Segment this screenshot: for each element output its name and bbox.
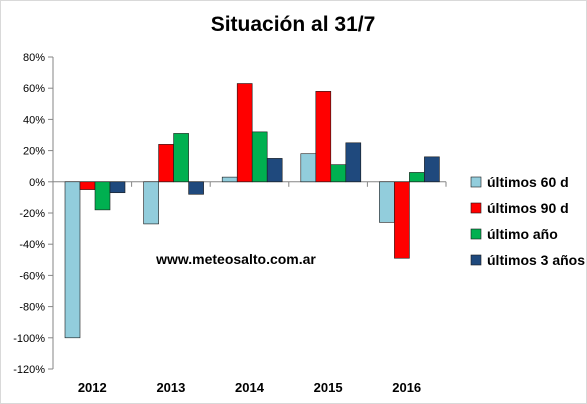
y-tick-label: -40% [19, 239, 45, 251]
bar [188, 181, 204, 195]
bar [158, 144, 174, 183]
bar [345, 142, 362, 183]
bar [330, 164, 347, 183]
y-axis-ticks: 80% 60% 40% 20% 0% -20% -40% -60% -80% -100% -120% [13, 52, 447, 376]
bar [109, 181, 126, 194]
x-axis-labels: 2012 2013 2014 2015 2016 [78, 380, 421, 395]
bar [251, 131, 268, 183]
y-tick-label: -120% [13, 364, 45, 376]
legend-swatch [470, 254, 482, 266]
y-tick-label: 80% [23, 52, 45, 64]
legend: últimos 60 d últimos 90 d último año último… [470, 174, 585, 268]
bar [424, 156, 440, 183]
website-annotation: www.meteosalto.com.ar [155, 251, 316, 267]
legend-label: últimos 3 años [487, 252, 585, 268]
x-tick-label: 2014 [235, 380, 265, 395]
legend-label: últimos 60 d [487, 174, 569, 190]
legend-swatch [470, 176, 482, 188]
x-tick-label: 2013 [156, 380, 185, 395]
y-tick-label: -80% [19, 302, 45, 314]
y-tick-label: 20% [23, 146, 45, 158]
x-tick-label: 2015 [314, 380, 343, 395]
bar [409, 172, 425, 183]
bar [236, 83, 253, 183]
legend-swatch [470, 202, 482, 214]
legend-label: últimos 90 d [487, 200, 569, 216]
y-tick-label: 0% [29, 177, 45, 189]
x-tick-label: 2016 [392, 380, 421, 395]
y-tick-label: 40% [23, 114, 45, 126]
bar [64, 181, 81, 339]
bar [379, 181, 395, 223]
bar [300, 153, 317, 183]
bar [315, 91, 332, 183]
y-tick-label: 60% [23, 83, 45, 95]
bar [94, 181, 111, 211]
y-tick-label: -100% [13, 333, 45, 345]
legend-label: último año [487, 226, 558, 242]
y-tick-label: -60% [19, 270, 45, 282]
bar [79, 181, 96, 190]
legend-swatch [470, 228, 482, 240]
plot-area: 80% 60% 40% 20% 0% -20% -40% -60% -80% -100% -120%… [13, 52, 447, 395]
chart-title: Situación al 31/7 [211, 13, 376, 36]
x-tick-label: 2012 [78, 380, 107, 395]
bars [64, 83, 440, 339]
y-tick-label: -20% [19, 208, 45, 220]
bar [221, 176, 238, 183]
bar [394, 181, 410, 259]
bar [173, 133, 189, 183]
bar [143, 181, 159, 225]
bar [266, 158, 283, 183]
